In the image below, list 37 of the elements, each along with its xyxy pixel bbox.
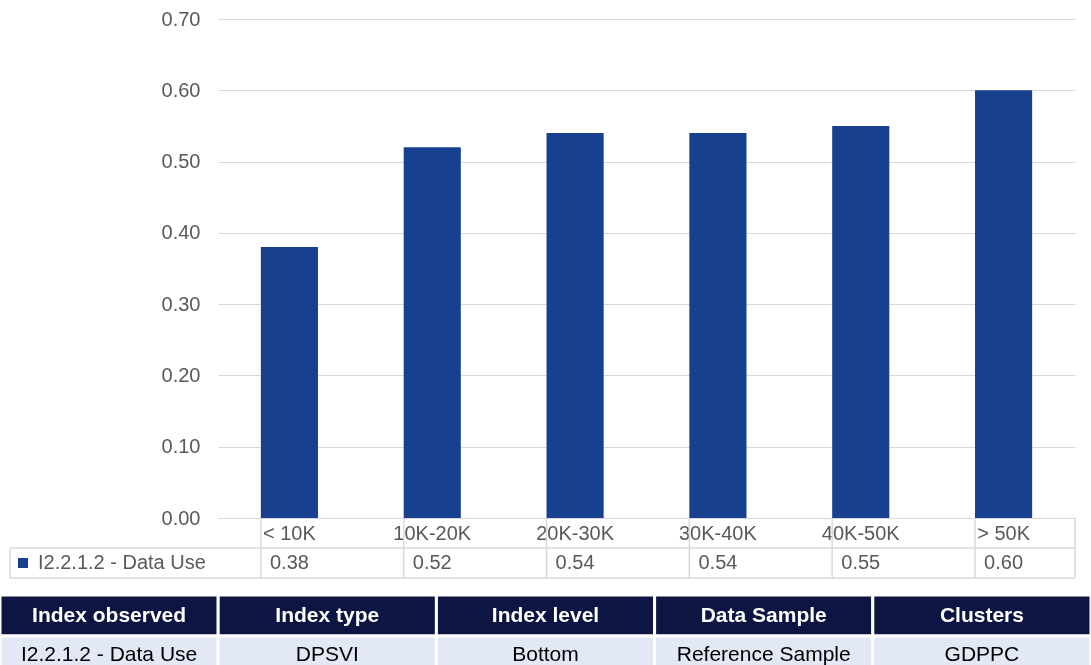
x-tick-label: > 50K [977,521,1031,544]
category-label: Index type [275,603,380,626]
data-label: 0.38 [269,551,309,573]
y-tick-label: 0.70 [161,7,201,30]
data-label: 0.60 [984,551,1024,573]
x-tick-label: 20K-30K [536,521,615,544]
data-label: 0.54 [555,551,595,573]
x-tick-label: 30K-40K [678,521,758,544]
bar [260,247,318,518]
x-tick-label: 40K-50K [821,521,901,544]
text: DPSVI [295,642,359,665]
bar [403,147,461,518]
legend-label: I2.2.1.2 - Data Use [38,551,206,573]
text: Reference Sample [676,642,851,665]
x-tick-label: 10K-20K [393,521,472,544]
text: GDPPC [944,642,1020,665]
y-tick-label: 0.00 [161,506,201,529]
text: I2.2.1.2 - Data Use [20,642,198,665]
y-tick-label: 0.50 [161,150,201,173]
y-tick-label: 0.20 [161,363,201,386]
y-tick-label: 0.30 [161,292,201,315]
y-tick-label: 0.40 [161,221,201,244]
x-tick-label: < 10K [263,521,317,544]
y-tick-label: 0.60 [161,78,201,101]
text: Bottom [512,642,579,665]
category-label: Data Sample [700,603,827,626]
data-label: 0.54 [698,551,738,573]
bar [975,90,1033,518]
bar [546,133,604,518]
category-label: Index level [491,603,600,626]
category-label: Clusters [939,603,1024,626]
category-label: Index observed [32,603,187,626]
y-tick-label: 0.10 [161,435,201,458]
data-label: 0.52 [412,551,452,573]
bar [832,125,890,518]
bar [689,133,747,518]
data-label: 0.55 [841,551,881,573]
